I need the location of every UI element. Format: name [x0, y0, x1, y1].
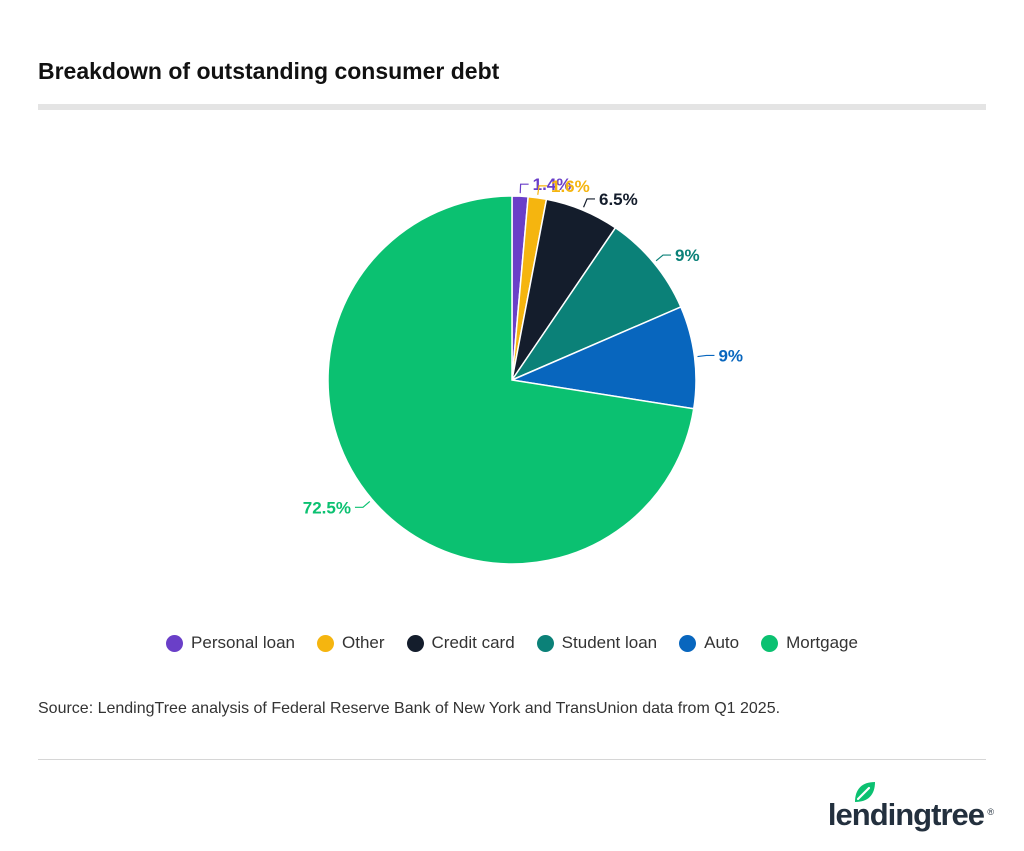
pie-slices [327, 195, 697, 565]
leader-line-mortgage [354, 500, 371, 508]
legend-label: Credit card [431, 633, 515, 652]
leader-line-other [537, 185, 548, 195]
data-label-personal-loan: 1.4% [533, 175, 572, 194]
legend-item-student-loan: Student loan [536, 633, 658, 653]
legend-item-mortgage: Mortgage [761, 633, 858, 653]
legend-label: Other [342, 633, 385, 652]
legend-label: Auto [704, 633, 740, 652]
leader-line-credit-card [583, 198, 596, 208]
title-divider [38, 104, 986, 110]
legend-label: Student loan [561, 633, 658, 652]
pie-labels: 1.4%1.6% 6.5% 9% 9% 72.5% [303, 175, 743, 517]
legend-swatch [317, 634, 334, 652]
leader-line-auto [697, 354, 715, 358]
data-label-student-loan: 9% [675, 246, 700, 265]
leaf-icon [855, 782, 875, 802]
registered-mark: ® [987, 807, 994, 817]
leader-line-personal-loan [519, 183, 529, 194]
data-label-mortgage: 72.5% [303, 498, 351, 517]
leader-line-student-loan [655, 254, 672, 262]
footer-divider [38, 759, 986, 760]
legend-swatch [166, 634, 184, 652]
legend: Personal loan Other Credit card Student … [0, 633, 1024, 653]
legend-item-credit-card: Credit card [406, 633, 515, 653]
pie-chart: 1.4%1.6% 6.5% 9% 9% 72.5% [303, 175, 743, 565]
legend-swatch [761, 634, 779, 652]
pie-slice-auto [509, 305, 697, 410]
pie-slice-student-loan [509, 226, 682, 382]
logo-wordmark: lendingtree [827, 797, 985, 832]
legend-swatch [679, 634, 697, 652]
source-note: Source: LendingTree analysis of Federal … [38, 700, 781, 717]
legend-label: Personal loan [191, 633, 295, 652]
legend-item-other: Other [317, 633, 385, 653]
legend-label: Mortgage [786, 633, 858, 652]
data-label-other: 1.6% [551, 177, 590, 196]
legend-item-auto: Auto [679, 633, 739, 653]
legend-swatch [536, 634, 554, 652]
legend-item-personal-loan: Personal loan [166, 633, 295, 653]
pie-slice-mortgage [327, 195, 695, 565]
legend-swatch [406, 634, 424, 652]
data-label-credit-card: 6.5% [599, 190, 638, 209]
lendingtree-logo: lendingtree ® [794, 779, 994, 839]
chart-title: Breakdown of outstanding consumer debt [38, 58, 500, 84]
data-label-auto: 9% [718, 346, 743, 365]
